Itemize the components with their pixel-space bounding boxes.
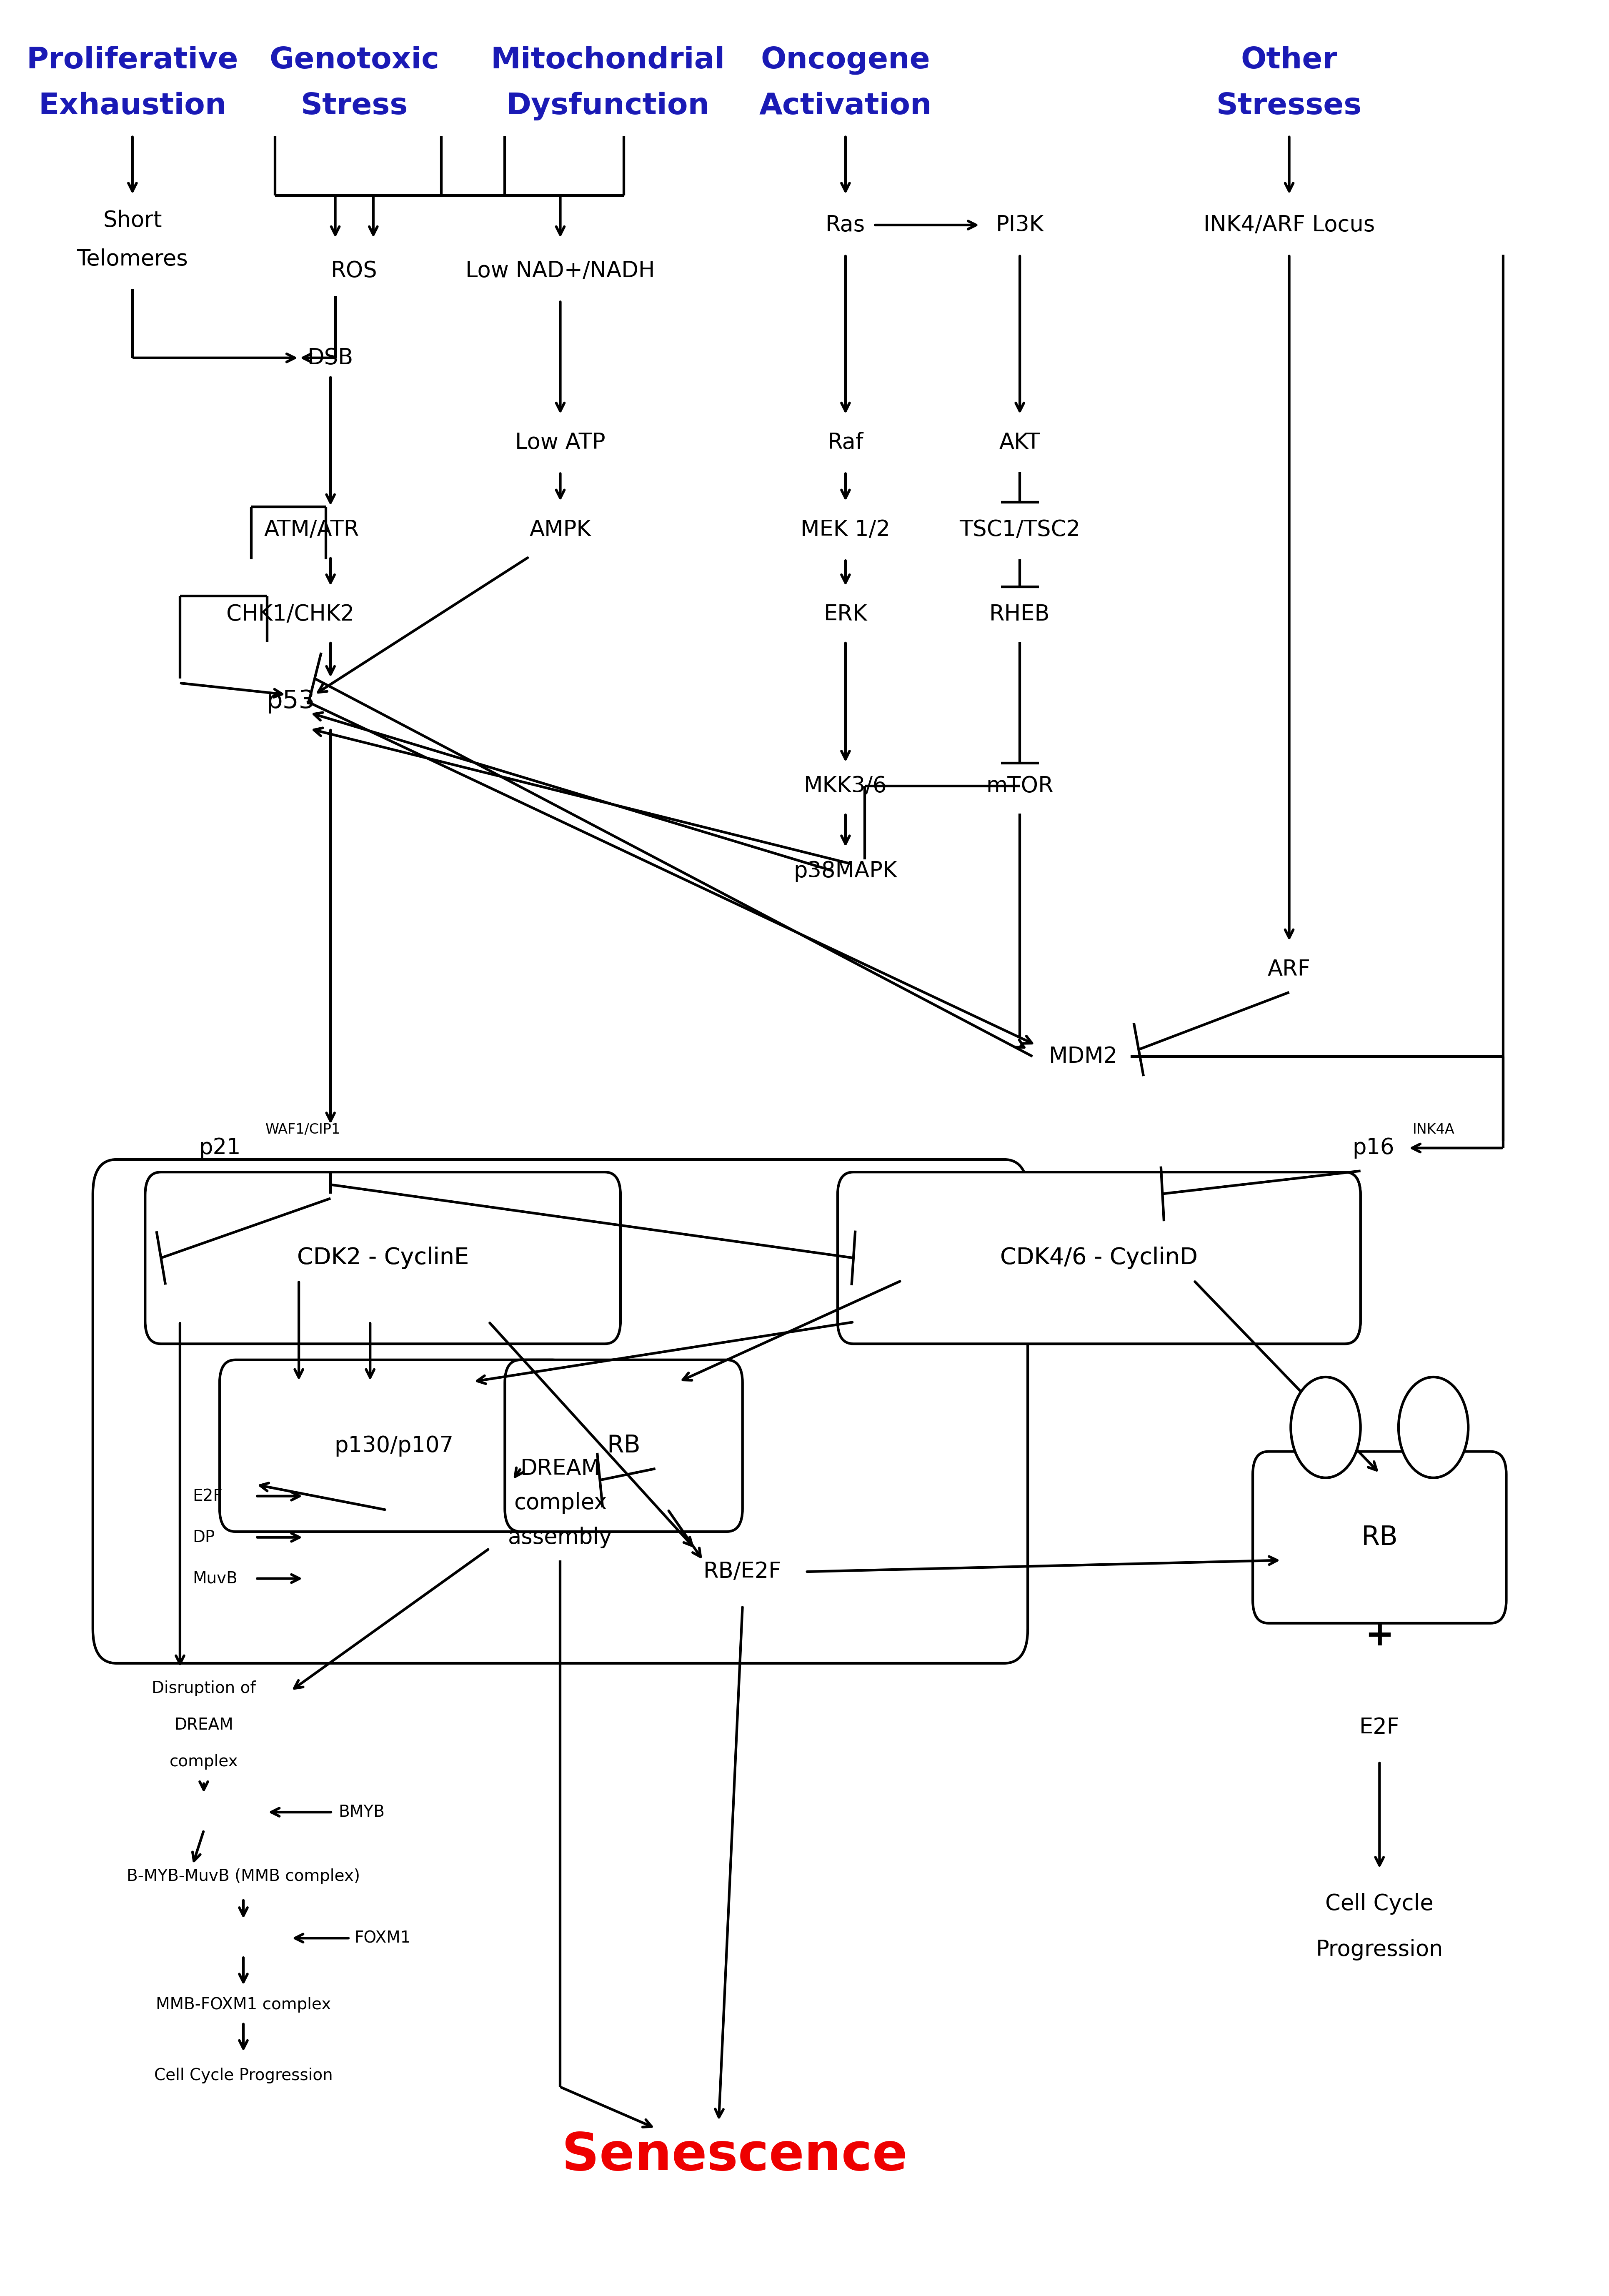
Text: complex: complex (169, 1754, 238, 1770)
Text: MuvB: MuvB (193, 1570, 238, 1587)
Text: ERK: ERK (824, 604, 867, 625)
Text: WAF1/CIP1: WAF1/CIP1 (265, 1123, 341, 1137)
Text: P: P (1429, 1421, 1438, 1435)
Text: Disruption of: Disruption of (151, 1681, 256, 1697)
Text: DP: DP (193, 1529, 216, 1545)
Text: AKT: AKT (999, 432, 1041, 452)
Text: assembly: assembly (508, 1527, 613, 1548)
Text: p21: p21 (200, 1137, 241, 1159)
Text: Other: Other (1241, 46, 1337, 73)
Text: RB: RB (1361, 1525, 1398, 1550)
Text: Genotoxic: Genotoxic (269, 46, 439, 73)
Text: Progression: Progression (1316, 1938, 1443, 1961)
Text: Raf: Raf (827, 432, 864, 452)
Text: CDK2 - CyclinE: CDK2 - CyclinE (298, 1247, 468, 1270)
Text: mTOR: mTOR (986, 776, 1054, 797)
Text: INK4A: INK4A (1413, 1123, 1455, 1137)
Text: Mitochondrial: Mitochondrial (491, 46, 726, 73)
Text: Telomeres: Telomeres (77, 248, 188, 271)
Text: ARF: ARF (1268, 957, 1311, 980)
Text: MEK 1/2: MEK 1/2 (801, 519, 890, 540)
Text: ATM/ATR: ATM/ATR (264, 519, 359, 540)
Circle shape (1290, 1378, 1361, 1479)
Text: CDK4/6 - CyclinD: CDK4/6 - CyclinD (1001, 1247, 1197, 1270)
FancyBboxPatch shape (145, 1171, 621, 1343)
Text: +: + (1364, 1619, 1393, 1653)
Text: PI3K: PI3K (996, 214, 1044, 236)
FancyBboxPatch shape (838, 1171, 1361, 1343)
Text: INK4/ARF Locus: INK4/ARF Locus (1204, 214, 1376, 236)
Text: Stress: Stress (301, 92, 409, 119)
Text: FOXM1: FOXM1 (354, 1931, 410, 1947)
Text: CHK1/CHK2: CHK1/CHK2 (227, 604, 354, 625)
Text: DREAM: DREAM (174, 1717, 233, 1733)
Text: TSC1/TSC2: TSC1/TSC2 (959, 519, 1080, 540)
Text: RB/E2F: RB/E2F (703, 1561, 782, 1582)
FancyBboxPatch shape (505, 1359, 742, 1531)
Text: Exhaustion: Exhaustion (39, 92, 227, 119)
Text: MMB-FOXM1 complex: MMB-FOXM1 complex (156, 1998, 331, 2014)
Text: Oncogene: Oncogene (761, 46, 930, 73)
Text: p53: p53 (267, 689, 315, 714)
Text: MDM2: MDM2 (1049, 1045, 1118, 1068)
Text: Low ATP: Low ATP (515, 432, 605, 452)
Text: P: P (1321, 1421, 1331, 1435)
Text: Activation: Activation (759, 92, 932, 119)
Text: DREAM: DREAM (520, 1458, 600, 1479)
Text: CDK4/6 - CyclinD: CDK4/6 - CyclinD (1001, 1247, 1197, 1270)
Text: Senescence: Senescence (562, 2131, 907, 2181)
FancyBboxPatch shape (93, 1159, 1028, 1662)
Text: Cell Cycle Progression: Cell Cycle Progression (154, 2069, 333, 2082)
FancyBboxPatch shape (145, 1171, 621, 1343)
Text: Ras: Ras (825, 214, 866, 236)
Text: MKK3/6: MKK3/6 (804, 776, 887, 797)
Text: E2F: E2F (193, 1488, 222, 1504)
Text: RHEB: RHEB (990, 604, 1051, 625)
Text: AMPK: AMPK (529, 519, 591, 540)
FancyBboxPatch shape (219, 1359, 568, 1531)
Text: B-MYB-MuvB (MMB complex): B-MYB-MuvB (MMB complex) (127, 1869, 360, 1885)
Text: p38MAPK: p38MAPK (793, 861, 898, 882)
FancyBboxPatch shape (1253, 1451, 1506, 1623)
Text: complex: complex (513, 1492, 607, 1513)
Text: RB: RB (607, 1433, 640, 1458)
Text: Low NAD+/NADH: Low NAD+/NADH (465, 259, 655, 282)
Text: ROS: ROS (331, 259, 378, 282)
Text: Cell Cycle: Cell Cycle (1326, 1892, 1434, 1915)
Text: CDK2 - CyclinE: CDK2 - CyclinE (298, 1247, 468, 1270)
Text: E2F: E2F (1360, 1717, 1400, 1738)
Circle shape (1398, 1378, 1469, 1479)
FancyBboxPatch shape (838, 1171, 1361, 1343)
Text: Stresses: Stresses (1216, 92, 1361, 119)
Text: Short: Short (103, 209, 163, 232)
Text: Dysfunction: Dysfunction (507, 92, 710, 119)
Text: DSB: DSB (307, 347, 354, 370)
Text: Proliferative: Proliferative (26, 46, 238, 73)
Text: p130/p107: p130/p107 (335, 1435, 454, 1456)
Text: BMYB: BMYB (338, 1805, 385, 1821)
Text: p16: p16 (1353, 1137, 1395, 1159)
